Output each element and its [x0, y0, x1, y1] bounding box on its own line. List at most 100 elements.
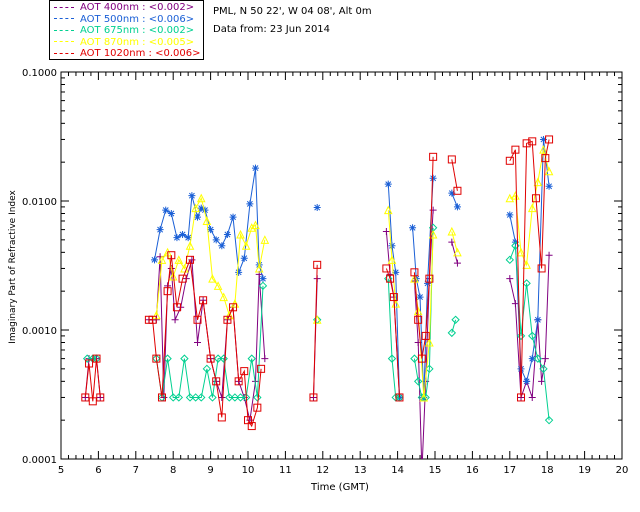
x-tick-label: 7: [133, 465, 139, 476]
data-point: [528, 393, 536, 401]
x-tick-label: 12: [316, 465, 329, 476]
data-point: [152, 354, 161, 363]
data-point: [219, 292, 228, 302]
data-point: [172, 303, 181, 312]
data-point: [260, 235, 270, 244]
data-point: [259, 275, 267, 283]
data-point: [453, 259, 461, 267]
series-line: [451, 159, 458, 191]
data-point: [202, 216, 212, 225]
x-tick-label: 20: [616, 465, 629, 476]
y-tick-label: 0.0100: [22, 197, 57, 208]
data-point: [541, 154, 550, 163]
data-point: [240, 254, 248, 262]
data-point: [224, 310, 234, 320]
series-line: [387, 210, 397, 304]
data-point: [185, 393, 195, 402]
data-point: [388, 242, 396, 250]
series-line: [148, 255, 262, 428]
data-point: [425, 274, 434, 283]
legend-swatch: [54, 29, 74, 31]
legend-label: AOT 1020nm : <0.006>: [80, 48, 201, 59]
data-point: [453, 247, 462, 257]
data-point: [505, 156, 514, 165]
data-point: [392, 268, 400, 276]
data-point: [424, 279, 432, 287]
legend-swatch: [54, 6, 74, 8]
data-point: [516, 331, 526, 341]
legend-label: AOT 870nm : <0.005>: [80, 36, 195, 48]
data-point: [213, 354, 223, 363]
data-point: [180, 354, 189, 363]
legend: AOT 400nm : <0.002> AOT 500nm : <0.006> AO…: [49, 0, 204, 60]
data-point: [236, 393, 245, 402]
data-point: [447, 226, 457, 236]
site-info: PML, N 50 22', W 04 08', Alt 0m: [213, 6, 372, 17]
series-line: [451, 193, 458, 208]
data-point: [505, 255, 515, 265]
plot-frame: [60, 71, 623, 460]
data-point: [162, 206, 170, 214]
data-point: [413, 377, 423, 386]
data-point: [539, 145, 548, 154]
data-point: [151, 256, 158, 264]
axes: 5 6 7 8 9 10 11 12 13 14 15 16 17 18 19 20 0.0001 0.0010 0…: [22, 68, 628, 476]
x-axis-label: Time (GMT): [310, 482, 369, 493]
y-axis-label: Imaginary Part of Refractive Index: [8, 189, 18, 343]
data-point: [218, 242, 226, 250]
x-tick-label: 18: [541, 465, 554, 476]
data-point: [208, 393, 217, 402]
data-point: [453, 203, 461, 211]
data-point: [168, 271, 178, 281]
data-point: [171, 316, 179, 324]
data-point: [511, 145, 520, 154]
series-4: [152, 145, 554, 402]
data-point: [383, 205, 393, 215]
data-point: [539, 364, 548, 374]
legend-entry: AOT 400nm : <0.002>: [54, 2, 194, 14]
data-point: [516, 247, 526, 257]
data-point: [505, 193, 515, 203]
data-point: [96, 393, 105, 402]
data-point: [527, 203, 537, 213]
data-point: [208, 274, 217, 283]
data-point: [173, 234, 181, 242]
data-point: [537, 264, 546, 273]
x-tick-label: 8: [170, 465, 176, 476]
series-line: [385, 268, 400, 398]
data-point: [201, 206, 209, 214]
plot-area: [81, 135, 554, 459]
data-point: [157, 255, 167, 264]
data-point: [247, 422, 256, 431]
legend-swatch: [54, 18, 74, 19]
series-line: [313, 264, 318, 398]
data-point: [251, 220, 260, 230]
data-point: [148, 315, 157, 324]
data-point: [185, 241, 195, 250]
data-point: [247, 223, 257, 232]
data-point: [163, 287, 172, 296]
data-point: [174, 255, 184, 264]
data-point: [225, 393, 234, 402]
data-point: [522, 139, 531, 148]
data-point: [92, 354, 101, 363]
data-point: [506, 211, 514, 219]
data-point: [453, 186, 462, 195]
data-point: [544, 415, 554, 425]
data-point: [218, 393, 226, 401]
data-point: [410, 274, 419, 283]
data-point: [312, 315, 322, 324]
data-point: [253, 403, 262, 412]
data-point: [533, 354, 543, 363]
data-point: [395, 393, 404, 402]
data-point: [179, 230, 187, 238]
series-1: [81, 206, 553, 459]
data-point: [191, 203, 200, 213]
data-point: [421, 331, 430, 340]
data-point: [261, 355, 269, 363]
series-line: [412, 178, 434, 398]
data-point: [447, 328, 457, 338]
legend-swatch: [54, 52, 74, 54]
data-point: [229, 213, 237, 221]
